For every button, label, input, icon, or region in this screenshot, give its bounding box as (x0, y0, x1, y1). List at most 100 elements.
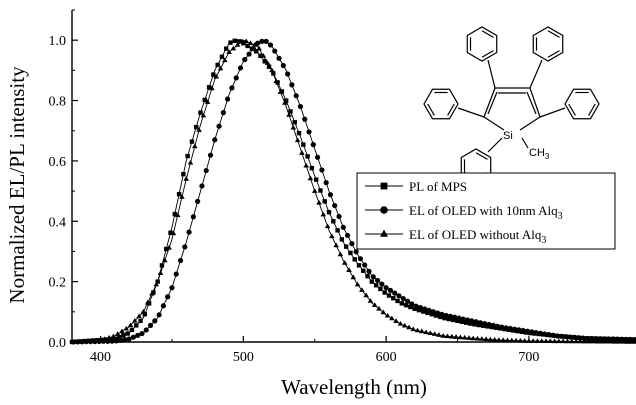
circle-marker (460, 316, 466, 322)
triangle-marker (264, 60, 271, 65)
circle-marker (430, 309, 436, 315)
triangle-marker (277, 89, 284, 94)
square-marker (399, 301, 405, 306)
triangle-marker (136, 313, 142, 319)
circle-marker (550, 332, 556, 338)
triangle-marker (453, 334, 459, 339)
circle-marker (336, 213, 342, 220)
triangle-marker (500, 337, 507, 343)
circle-marker (409, 301, 415, 307)
circle-marker (494, 323, 501, 329)
circle-marker (507, 325, 513, 332)
circle-marker (293, 93, 299, 99)
square-marker (373, 283, 379, 288)
circle-marker (169, 285, 175, 291)
circle-marker (533, 329, 539, 336)
circle-marker (417, 304, 423, 311)
triangle-marker (119, 328, 125, 334)
triangle-marker (466, 335, 472, 340)
square-marker (459, 319, 465, 324)
si-bond (483, 116, 505, 131)
circle-marker (524, 328, 531, 334)
triangle-marker (354, 281, 361, 287)
legend-label: EL of OLED without Alq3 (409, 227, 546, 246)
circle-marker (554, 333, 561, 339)
square-marker (339, 237, 345, 242)
circle-marker (207, 152, 214, 158)
circle-marker (387, 287, 394, 293)
circle-marker (255, 40, 261, 46)
triangle-marker (316, 199, 322, 205)
silole-double-bond (487, 91, 498, 115)
triangle-marker (401, 322, 408, 328)
circle-marker (203, 167, 209, 174)
methyl-label: CH3 (529, 147, 550, 161)
circle-marker (190, 214, 196, 220)
circle-marker (272, 48, 278, 54)
circle-marker (263, 38, 269, 44)
triangle-marker (380, 309, 387, 315)
phenyl-bond (487, 137, 503, 153)
triangle-marker (397, 321, 404, 326)
circle-marker (122, 337, 128, 343)
square-marker (416, 307, 422, 313)
square-marker (266, 64, 272, 69)
x-tick-label: 500 (233, 350, 254, 365)
circle-marker (344, 232, 351, 239)
circle-marker (413, 303, 419, 309)
square-marker (451, 317, 456, 323)
triangle-marker (384, 312, 391, 318)
triangle-marker (371, 302, 378, 307)
square-marker (262, 59, 267, 64)
square-marker (421, 309, 426, 314)
y-tick-label: 0.8 (49, 95, 67, 110)
square-marker (142, 312, 148, 317)
square-marker (380, 182, 388, 190)
triangle-marker (461, 334, 468, 340)
circle-marker (559, 333, 565, 339)
triangle-marker (230, 45, 237, 51)
square-marker (206, 85, 212, 90)
triangle-marker (324, 223, 331, 229)
ring-double-bond (447, 103, 455, 116)
square-marker (309, 165, 315, 171)
square-marker (181, 171, 186, 177)
square-marker (125, 331, 130, 336)
square-marker (138, 318, 143, 324)
triangle-marker (191, 143, 198, 149)
square-marker (215, 62, 220, 68)
ring-double-bond (427, 103, 435, 116)
triangle-marker (269, 67, 275, 73)
square-marker (318, 188, 323, 193)
circle-marker (482, 320, 488, 327)
square-marker (189, 139, 195, 144)
triangle-marker (102, 336, 108, 341)
triangle-marker (333, 242, 339, 248)
square-marker (129, 327, 135, 333)
square-marker (194, 124, 199, 130)
silole-double-bond (526, 91, 537, 115)
circle-marker (400, 295, 406, 302)
circle-marker (383, 285, 389, 291)
square-marker (172, 211, 178, 217)
triangle-marker (320, 211, 327, 217)
circle-marker (404, 298, 411, 304)
triangle-marker (251, 42, 258, 47)
circle-marker (572, 334, 578, 341)
circle-marker (147, 322, 154, 328)
triangle-marker (281, 100, 288, 105)
triangle-marker (290, 124, 297, 130)
circle-marker (152, 318, 158, 324)
triangle-marker (307, 175, 314, 181)
triangle-marker (359, 287, 365, 292)
triangle-marker (149, 290, 155, 296)
circle-marker (280, 62, 286, 69)
triangle-marker (350, 274, 357, 280)
square-marker (438, 314, 443, 320)
circle-marker (516, 327, 522, 333)
triangle-marker (337, 251, 344, 257)
square-marker (365, 274, 370, 279)
square-marker (305, 154, 310, 159)
circle-marker (246, 51, 252, 57)
triangle-marker (217, 65, 224, 71)
